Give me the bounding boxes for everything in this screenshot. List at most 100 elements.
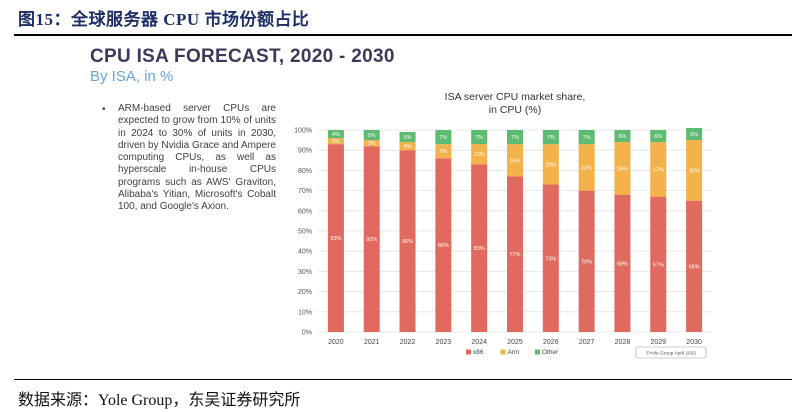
- bar-segment-x86: [650, 196, 667, 332]
- bottom-rule: [14, 379, 792, 380]
- x-tick-label: 2022: [400, 339, 416, 346]
- data-label: 90%: [402, 239, 413, 245]
- data-label: 4%: [332, 132, 340, 138]
- data-label: 68%: [617, 261, 628, 267]
- x-tick-label: 2025: [507, 339, 523, 346]
- data-label: 70%: [581, 259, 592, 265]
- data-label: 3%: [368, 141, 376, 147]
- x-tick-label: 2029: [650, 339, 666, 346]
- bar-segment-other: [471, 130, 488, 145]
- data-label: 86%: [438, 243, 449, 249]
- data-label: 10%: [474, 152, 485, 158]
- data-label: 5%: [404, 135, 412, 141]
- y-tick-label: 50%: [298, 229, 312, 236]
- legend-label-arm: Arm: [508, 349, 520, 356]
- bar-segment-other: [327, 130, 344, 139]
- bar-segment-arm: [327, 138, 344, 145]
- y-tick-label: 70%: [298, 188, 312, 195]
- data-label: 7%: [439, 149, 447, 155]
- data-label: 93%: [330, 236, 341, 242]
- bar-segment-x86: [471, 164, 488, 332]
- legend-swatch-x86: [466, 349, 471, 355]
- y-tick-label: 0%: [302, 330, 312, 337]
- data-label: 7%: [547, 135, 555, 141]
- data-label: 26%: [617, 166, 628, 172]
- slide-title: CPU ISA FORECAST, 2020 - 2030: [90, 46, 395, 67]
- bar-segment-other: [507, 130, 523, 145]
- bullet-marker: •: [102, 104, 106, 115]
- bar-segment-other: [542, 130, 559, 145]
- x-tick-label: 2026: [543, 339, 559, 346]
- x-tick-label: 2028: [615, 339, 631, 346]
- data-label: 73%: [545, 256, 556, 262]
- y-tick-label: 10%: [298, 309, 312, 316]
- chart-title: ISA server CPU market share,: [445, 91, 586, 103]
- bar-segment-arm: [363, 140, 380, 147]
- y-tick-label: 100%: [294, 128, 312, 135]
- data-label: 92%: [366, 237, 377, 243]
- stacked-bar-chart: ISA server CPU market share,in CPU (%) 0%…: [294, 91, 712, 359]
- bar-segment-other: [650, 130, 667, 143]
- bullet-text: ARM-based server CPUs are expected to gr…: [118, 103, 276, 213]
- bar-segment-arm: [507, 144, 523, 177]
- bar-segment-x86: [363, 146, 380, 332]
- source-note: 数据来源：Yole Group，东吴证券研究所: [18, 392, 301, 409]
- data-label: 7%: [583, 135, 591, 141]
- data-label: 30%: [689, 168, 700, 174]
- bar-segment-x86: [327, 144, 344, 332]
- data-label: 65%: [689, 264, 700, 270]
- data-label: 67%: [653, 262, 664, 268]
- watermark-box: [635, 346, 707, 359]
- bar-segment-x86: [578, 190, 595, 332]
- x-tick-label: 2030: [686, 339, 702, 346]
- watermark-text: ©Yole Group April 2025: [646, 350, 696, 357]
- data-label: 23%: [581, 165, 592, 171]
- bar-segment-other: [363, 130, 380, 141]
- bar-segment-arm: [650, 142, 667, 197]
- bar-segment-x86: [399, 150, 416, 332]
- bar-segment-x86: [686, 200, 703, 332]
- data-label: 7%: [439, 135, 447, 141]
- bar-segment-arm: [399, 142, 416, 151]
- x-tick-label: 2024: [471, 339, 487, 346]
- y-tick-label: 30%: [298, 269, 312, 276]
- legend-label-other: Other: [542, 349, 559, 356]
- legend-swatch-other: [535, 349, 540, 355]
- y-tick-label: 60%: [298, 208, 312, 215]
- data-label: 16%: [509, 158, 520, 164]
- data-label: 20%: [545, 162, 556, 168]
- bar-segment-arm: [614, 142, 631, 195]
- bar-segment-arm: [435, 144, 452, 159]
- bar-segment-arm: [578, 144, 595, 191]
- chart-container: ISA server CPU market share, in CPU (%) 0%…: [266, 86, 805, 368]
- data-label: 6%: [690, 132, 698, 138]
- legend-swatch-arm: [500, 349, 506, 355]
- data-label: 4%: [404, 144, 412, 150]
- x-tick-label: 2020: [328, 339, 344, 346]
- bar-segment-arm: [471, 144, 488, 165]
- bar-segment-x86: [507, 176, 523, 332]
- y-tick-label: 80%: [298, 168, 312, 175]
- legend-label-x86: x86: [473, 349, 484, 356]
- bar-segment-other: [435, 130, 452, 145]
- bar-segment-x86: [542, 184, 559, 332]
- y-tick-label: 90%: [298, 148, 312, 155]
- bar-segment-x86: [435, 158, 452, 332]
- data-label: 6%: [618, 134, 626, 140]
- bar-segment-x86: [614, 194, 631, 332]
- chart-subtitle: in CPU (%): [489, 104, 542, 116]
- bar-segment-arm: [686, 140, 703, 201]
- data-label: 83%: [474, 246, 485, 252]
- slide-subtitle: By ISA, in %: [90, 68, 174, 85]
- x-tick-label: 2023: [436, 339, 452, 346]
- bar-segment-other: [686, 127, 703, 141]
- bar-segment-arm: [542, 144, 559, 185]
- bar-segment-other: [399, 132, 416, 143]
- bar-segment-other: [614, 130, 631, 143]
- y-tick-label: 20%: [298, 289, 312, 296]
- x-tick-label: 2027: [579, 339, 595, 346]
- data-label: 7%: [511, 135, 519, 141]
- data-label: 3%: [332, 139, 340, 145]
- bar-segment-other: [578, 130, 595, 145]
- data-label: 5%: [368, 133, 376, 139]
